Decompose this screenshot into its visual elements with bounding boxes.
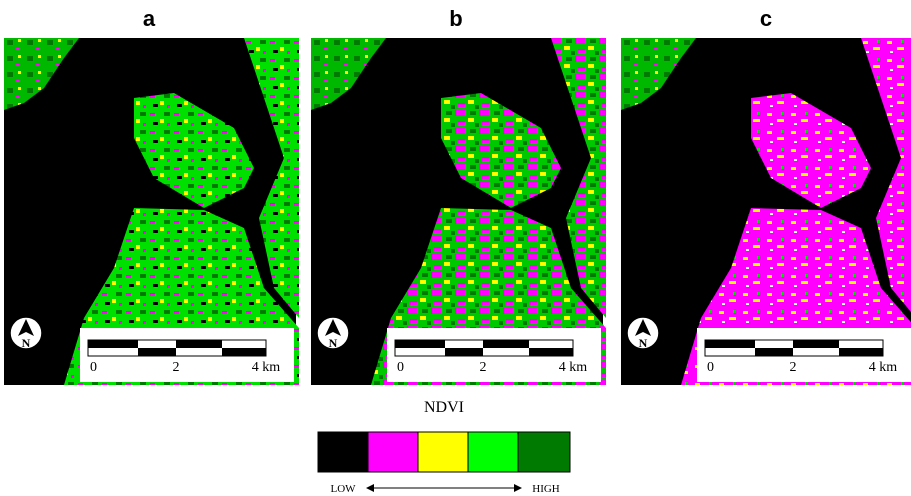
scale-segment xyxy=(755,348,793,356)
scale-label: 2 xyxy=(480,360,487,375)
arrow-head xyxy=(514,484,522,492)
north-label: N xyxy=(329,336,338,350)
panel-label: a xyxy=(143,6,156,31)
scale-segment xyxy=(445,348,483,356)
arrow-head xyxy=(366,484,374,492)
map: 0 2 4 km N xyxy=(4,38,299,385)
scale-segment xyxy=(529,348,573,356)
scale-segment xyxy=(138,348,176,356)
scale-segment xyxy=(483,340,529,348)
scale-segment xyxy=(176,340,222,348)
scale-segment xyxy=(88,340,138,348)
scale-label: 0 xyxy=(90,360,97,375)
panel-label: c xyxy=(760,6,772,31)
scale-label: 4 km xyxy=(869,360,898,375)
legend-low: LOW xyxy=(330,483,356,495)
north-label: N xyxy=(22,336,31,350)
scale-label: 2 xyxy=(173,360,180,375)
scale-label: 0 xyxy=(397,360,404,375)
scale-label: 2 xyxy=(790,360,797,375)
legend-title: NDVI xyxy=(424,399,464,416)
scale-segment xyxy=(793,340,839,348)
figure: a 0 2 4 km Nb 0 2 4 km Nc 0 2 4 km N NDVI LOW HIGH xyxy=(0,0,911,496)
legend-high: HIGH xyxy=(532,483,560,495)
scale-segment xyxy=(395,340,445,348)
scale-segment xyxy=(222,348,266,356)
scale-label: 0 xyxy=(707,360,714,375)
scale-label: 4 km xyxy=(559,360,588,375)
map: 0 2 4 km N xyxy=(621,38,911,385)
map: 0 2 4 km N xyxy=(311,38,606,385)
legend-colorbar xyxy=(318,432,570,472)
scale-label: 4 km xyxy=(252,360,281,375)
panel-label: b xyxy=(449,6,462,31)
scale-segment xyxy=(839,348,883,356)
scale-segment xyxy=(705,340,755,348)
north-label: N xyxy=(639,336,648,350)
